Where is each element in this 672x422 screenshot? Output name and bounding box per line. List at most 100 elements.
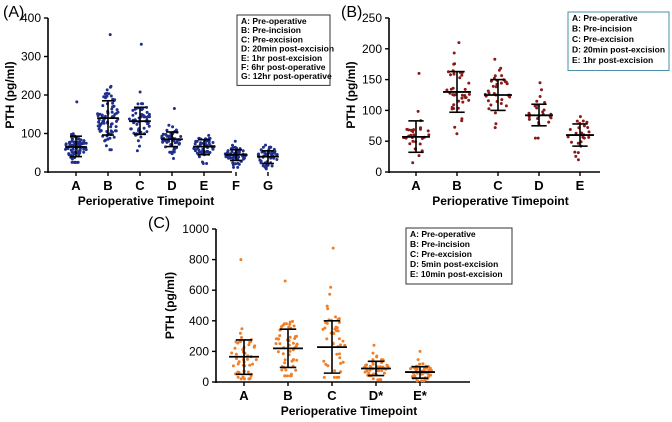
- data-point: [283, 279, 287, 283]
- data-point: [467, 92, 471, 96]
- data-point: [371, 362, 375, 366]
- data-point: [242, 157, 245, 161]
- data-point: [329, 285, 333, 289]
- panel-label: (B): [341, 4, 362, 21]
- data-point: [417, 71, 421, 75]
- data-point: [457, 41, 461, 45]
- data-point: [538, 81, 542, 85]
- data-point: [70, 143, 74, 147]
- data-point: [409, 128, 413, 132]
- data-point: [547, 120, 551, 124]
- data-point: [494, 85, 498, 89]
- data-point: [145, 110, 149, 114]
- data-point: [230, 156, 234, 160]
- legend-entry: F: 6hr post-operative: [241, 62, 326, 72]
- data-point: [112, 114, 116, 118]
- data-point: [338, 352, 341, 356]
- data-point: [504, 104, 508, 108]
- data-point: [587, 130, 591, 134]
- x-tick-label: C: [327, 388, 337, 403]
- data-point: [322, 359, 326, 363]
- data-point: [535, 99, 539, 103]
- data-point: [574, 131, 578, 135]
- y-tick-label: 200: [362, 42, 382, 56]
- data-point: [341, 360, 345, 364]
- data-point: [236, 341, 240, 345]
- data-point: [575, 119, 579, 123]
- data-point: [413, 374, 417, 378]
- data-point: [235, 357, 238, 361]
- chart-panel-0: (A) 0 100 200 300 400 PTH (pg/ml) A B C D E F G Periop…: [3, 4, 334, 208]
- data-point: [110, 110, 114, 114]
- data-point: [204, 150, 208, 154]
- data-point: [101, 104, 105, 108]
- data-point: [263, 165, 267, 169]
- data-point: [115, 108, 119, 112]
- data-point: [420, 372, 424, 376]
- x-tick-label: F: [232, 178, 240, 193]
- data-point: [463, 87, 467, 91]
- y-tick-label: 200: [189, 344, 209, 358]
- data-point: [231, 163, 235, 167]
- data-point: [114, 125, 118, 129]
- data-point: [371, 377, 375, 381]
- data-point: [237, 150, 241, 154]
- data-point: [64, 142, 68, 146]
- data-point: [486, 99, 490, 103]
- data-point: [487, 107, 491, 111]
- data-point: [416, 379, 419, 383]
- data-point: [405, 127, 409, 131]
- data-point: [427, 368, 431, 372]
- data-point: [338, 356, 342, 360]
- data-point: [321, 327, 325, 331]
- data-point: [292, 324, 296, 328]
- data-point: [278, 334, 282, 338]
- data-point: [576, 141, 580, 145]
- data-point: [540, 88, 543, 92]
- data-point: [231, 146, 235, 149]
- data-point: [98, 112, 102, 116]
- data-point: [232, 165, 235, 169]
- data-point: [104, 144, 108, 148]
- data-point: [193, 142, 197, 146]
- data-point: [293, 335, 297, 339]
- data-point: [172, 148, 176, 152]
- data-point: [581, 119, 585, 123]
- data-point: [197, 155, 201, 159]
- data-point: [326, 364, 330, 368]
- data-point: [335, 326, 339, 330]
- data-point: [375, 355, 379, 359]
- data-point: [72, 140, 76, 144]
- data-point: [68, 140, 71, 144]
- data-point: [368, 368, 372, 372]
- data-point: [259, 159, 263, 163]
- y-tick-label: 150: [362, 73, 382, 87]
- data-point: [580, 131, 584, 135]
- data-point: [273, 149, 277, 153]
- data-point: [416, 358, 420, 362]
- data-point: [164, 133, 168, 136]
- data-point: [411, 139, 415, 143]
- data-point: [196, 147, 200, 150]
- data-point: [371, 351, 375, 355]
- y-axis-label: PTH (pg/ml): [344, 61, 358, 128]
- data-point: [241, 375, 245, 379]
- data-point: [286, 374, 289, 378]
- data-point: [70, 160, 74, 164]
- data-point: [114, 129, 118, 133]
- data-point: [493, 57, 497, 61]
- data-point: [224, 155, 228, 159]
- data-point: [343, 343, 347, 347]
- data-point: [365, 363, 369, 367]
- x-tick-label: E: [200, 178, 209, 193]
- data-point: [235, 146, 238, 150]
- legend-entry: E: 10min post-excision: [410, 269, 503, 279]
- x-tick-label: B: [452, 178, 461, 193]
- data-point: [493, 74, 497, 78]
- data-point: [211, 141, 215, 144]
- data-point: [295, 358, 299, 362]
- data-point: [452, 62, 456, 66]
- panel-label: (C): [148, 215, 170, 232]
- data-point: [139, 135, 143, 139]
- data-point: [240, 327, 244, 331]
